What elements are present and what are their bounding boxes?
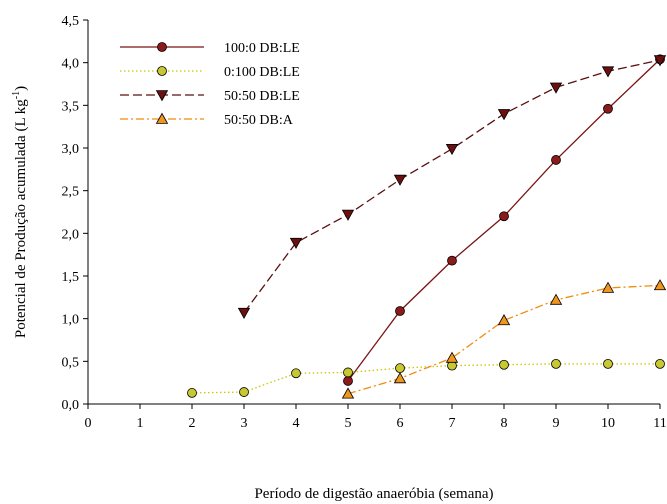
data-point [497, 109, 511, 121]
y-axis-title-suffix: ) [13, 86, 29, 91]
data-point [551, 155, 561, 165]
data-point [653, 55, 667, 67]
data-point [289, 237, 303, 250]
data-point [549, 293, 563, 305]
series-line [243, 59, 661, 314]
legend-item: 100:0 DB:LE [120, 41, 300, 56]
x-tick-label: 6 [397, 416, 404, 431]
data-point [499, 359, 509, 370]
axes: 0,0 0,5 1,0 1,5 2,0 2,5 3,0 3,5 4,0 4,5 0 1 2 3 4 5 6 7 8 9… [62, 14, 667, 431]
legend-label: 50:50 DB:LE [224, 89, 300, 104]
legend-item: 0:100 DB:LE [120, 65, 300, 80]
data-point [343, 367, 353, 378]
y-axis-title-main: Potencial de Produção acumulada (L kg [13, 99, 29, 338]
x-axis-title: Período de digestão anaeróbia (semana) [254, 486, 493, 502]
data-point [653, 279, 667, 291]
y-axis-title-superscript: -1 [11, 91, 22, 99]
data-point [601, 66, 615, 78]
data-point [447, 255, 457, 266]
y-tick-label: 1,5 [62, 270, 80, 285]
y-tick-label: 3,0 [62, 142, 80, 157]
data-point [603, 103, 613, 114]
series-1 [343, 54, 665, 386]
legend-marker [157, 66, 167, 76]
x-tick-label: 3 [241, 416, 248, 431]
x-tick-label: 11 [653, 416, 666, 431]
data-point [291, 368, 301, 379]
data-point [445, 144, 459, 156]
legend-label: 0:100 DB:LE [224, 65, 300, 80]
data-point [237, 307, 251, 320]
y-tick-label: 4,0 [62, 57, 80, 72]
x-tick-label: 9 [553, 416, 560, 431]
data-point [341, 387, 355, 399]
legend: 100:0 DB:LE 0:100 DB:LE 50:50 DB:LE 50:50 D… [120, 41, 300, 128]
data-point [497, 314, 511, 326]
y-tick-label: 2,5 [62, 185, 80, 200]
legend-item: 50:50 DB:LE [120, 89, 300, 104]
x-tick-label: 7 [449, 416, 456, 431]
x-tick-label: 8 [501, 416, 508, 431]
data-point [601, 281, 615, 293]
data-point [395, 363, 405, 374]
x-tick-label: 5 [345, 416, 352, 431]
legend-label: 100:0 DB:LE [224, 41, 300, 56]
y-tick-label: 2,0 [62, 227, 80, 242]
y-tick-label: 1,0 [62, 313, 80, 328]
legend-label: 50:50 DB:A [224, 113, 294, 128]
data-point [549, 82, 563, 94]
data-point [445, 351, 459, 363]
legend-marker [155, 112, 169, 124]
x-tick-label: 0 [85, 416, 92, 431]
series-3 [237, 55, 667, 320]
series-2 [187, 358, 665, 398]
x-tick-label: 4 [293, 416, 300, 431]
legend-item: 50:50 DB:A [120, 112, 294, 128]
data-point [393, 372, 407, 384]
data-point [499, 211, 509, 222]
data-point [395, 306, 405, 316]
x-tick-label: 10 [601, 416, 615, 431]
y-tick-label: 0,0 [62, 398, 80, 413]
series-4 [341, 279, 667, 399]
y-tick-label: 3,5 [62, 99, 80, 114]
series-line [347, 284, 661, 395]
y-axis-title: Potencial de Produção acumulada (L kg-1) [11, 86, 29, 338]
data-point [655, 358, 665, 369]
data-point [551, 358, 561, 369]
data-point [341, 209, 355, 221]
x-tick-label: 1 [137, 416, 144, 431]
y-tick-label: 4,5 [62, 14, 80, 29]
data-point [187, 388, 197, 398]
x-tick-label: 2 [189, 416, 196, 431]
data-point [343, 376, 353, 386]
legend-marker [155, 90, 169, 102]
data-point [603, 358, 613, 369]
y-tick-label: 0,5 [62, 355, 80, 370]
series-layer [187, 54, 667, 399]
data-point [239, 387, 249, 397]
legend-marker [157, 42, 167, 52]
data-point [393, 174, 407, 186]
